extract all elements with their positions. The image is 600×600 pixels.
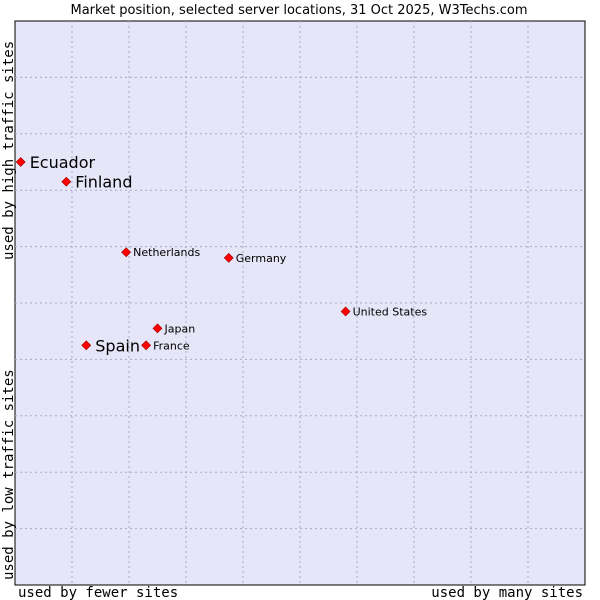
y-axis-label-low: used by low traffic sites [1,369,17,580]
point-finland: Finland [61,173,132,192]
point-united-states: United States [340,305,428,318]
point-marker [340,306,351,317]
point-japan: Japan [152,322,196,335]
point-ecuador: Ecuador [15,153,96,172]
point-label: Germany [236,252,287,265]
point-label: France [153,339,190,352]
point-label: United States [353,305,428,318]
point-marker [223,252,234,263]
point-netherlands: Netherlands [121,246,200,259]
point-label: Spain [95,336,140,355]
point-marker [121,247,132,258]
x-axis-label-high: used by many sites [431,585,583,600]
point-marker [15,157,26,167]
point-spain: Spain [81,336,140,355]
chart-title: Market position, selected server locatio… [70,3,527,18]
point-label: Japan [164,322,196,335]
point-label: Finland [75,173,132,192]
point-germany: Germany [223,252,287,265]
grid-lines [15,21,585,585]
point-marker [152,323,163,334]
point-label: Netherlands [133,246,200,259]
point-marker [61,176,72,187]
point-marker [141,340,152,351]
point-france: France [141,339,190,352]
y-axis-label-high: used by high traffic sites [1,41,17,260]
point-marker [81,340,92,351]
point-label: Ecuador [30,153,96,172]
x-axis-label-low: used by fewer sites [18,585,178,600]
